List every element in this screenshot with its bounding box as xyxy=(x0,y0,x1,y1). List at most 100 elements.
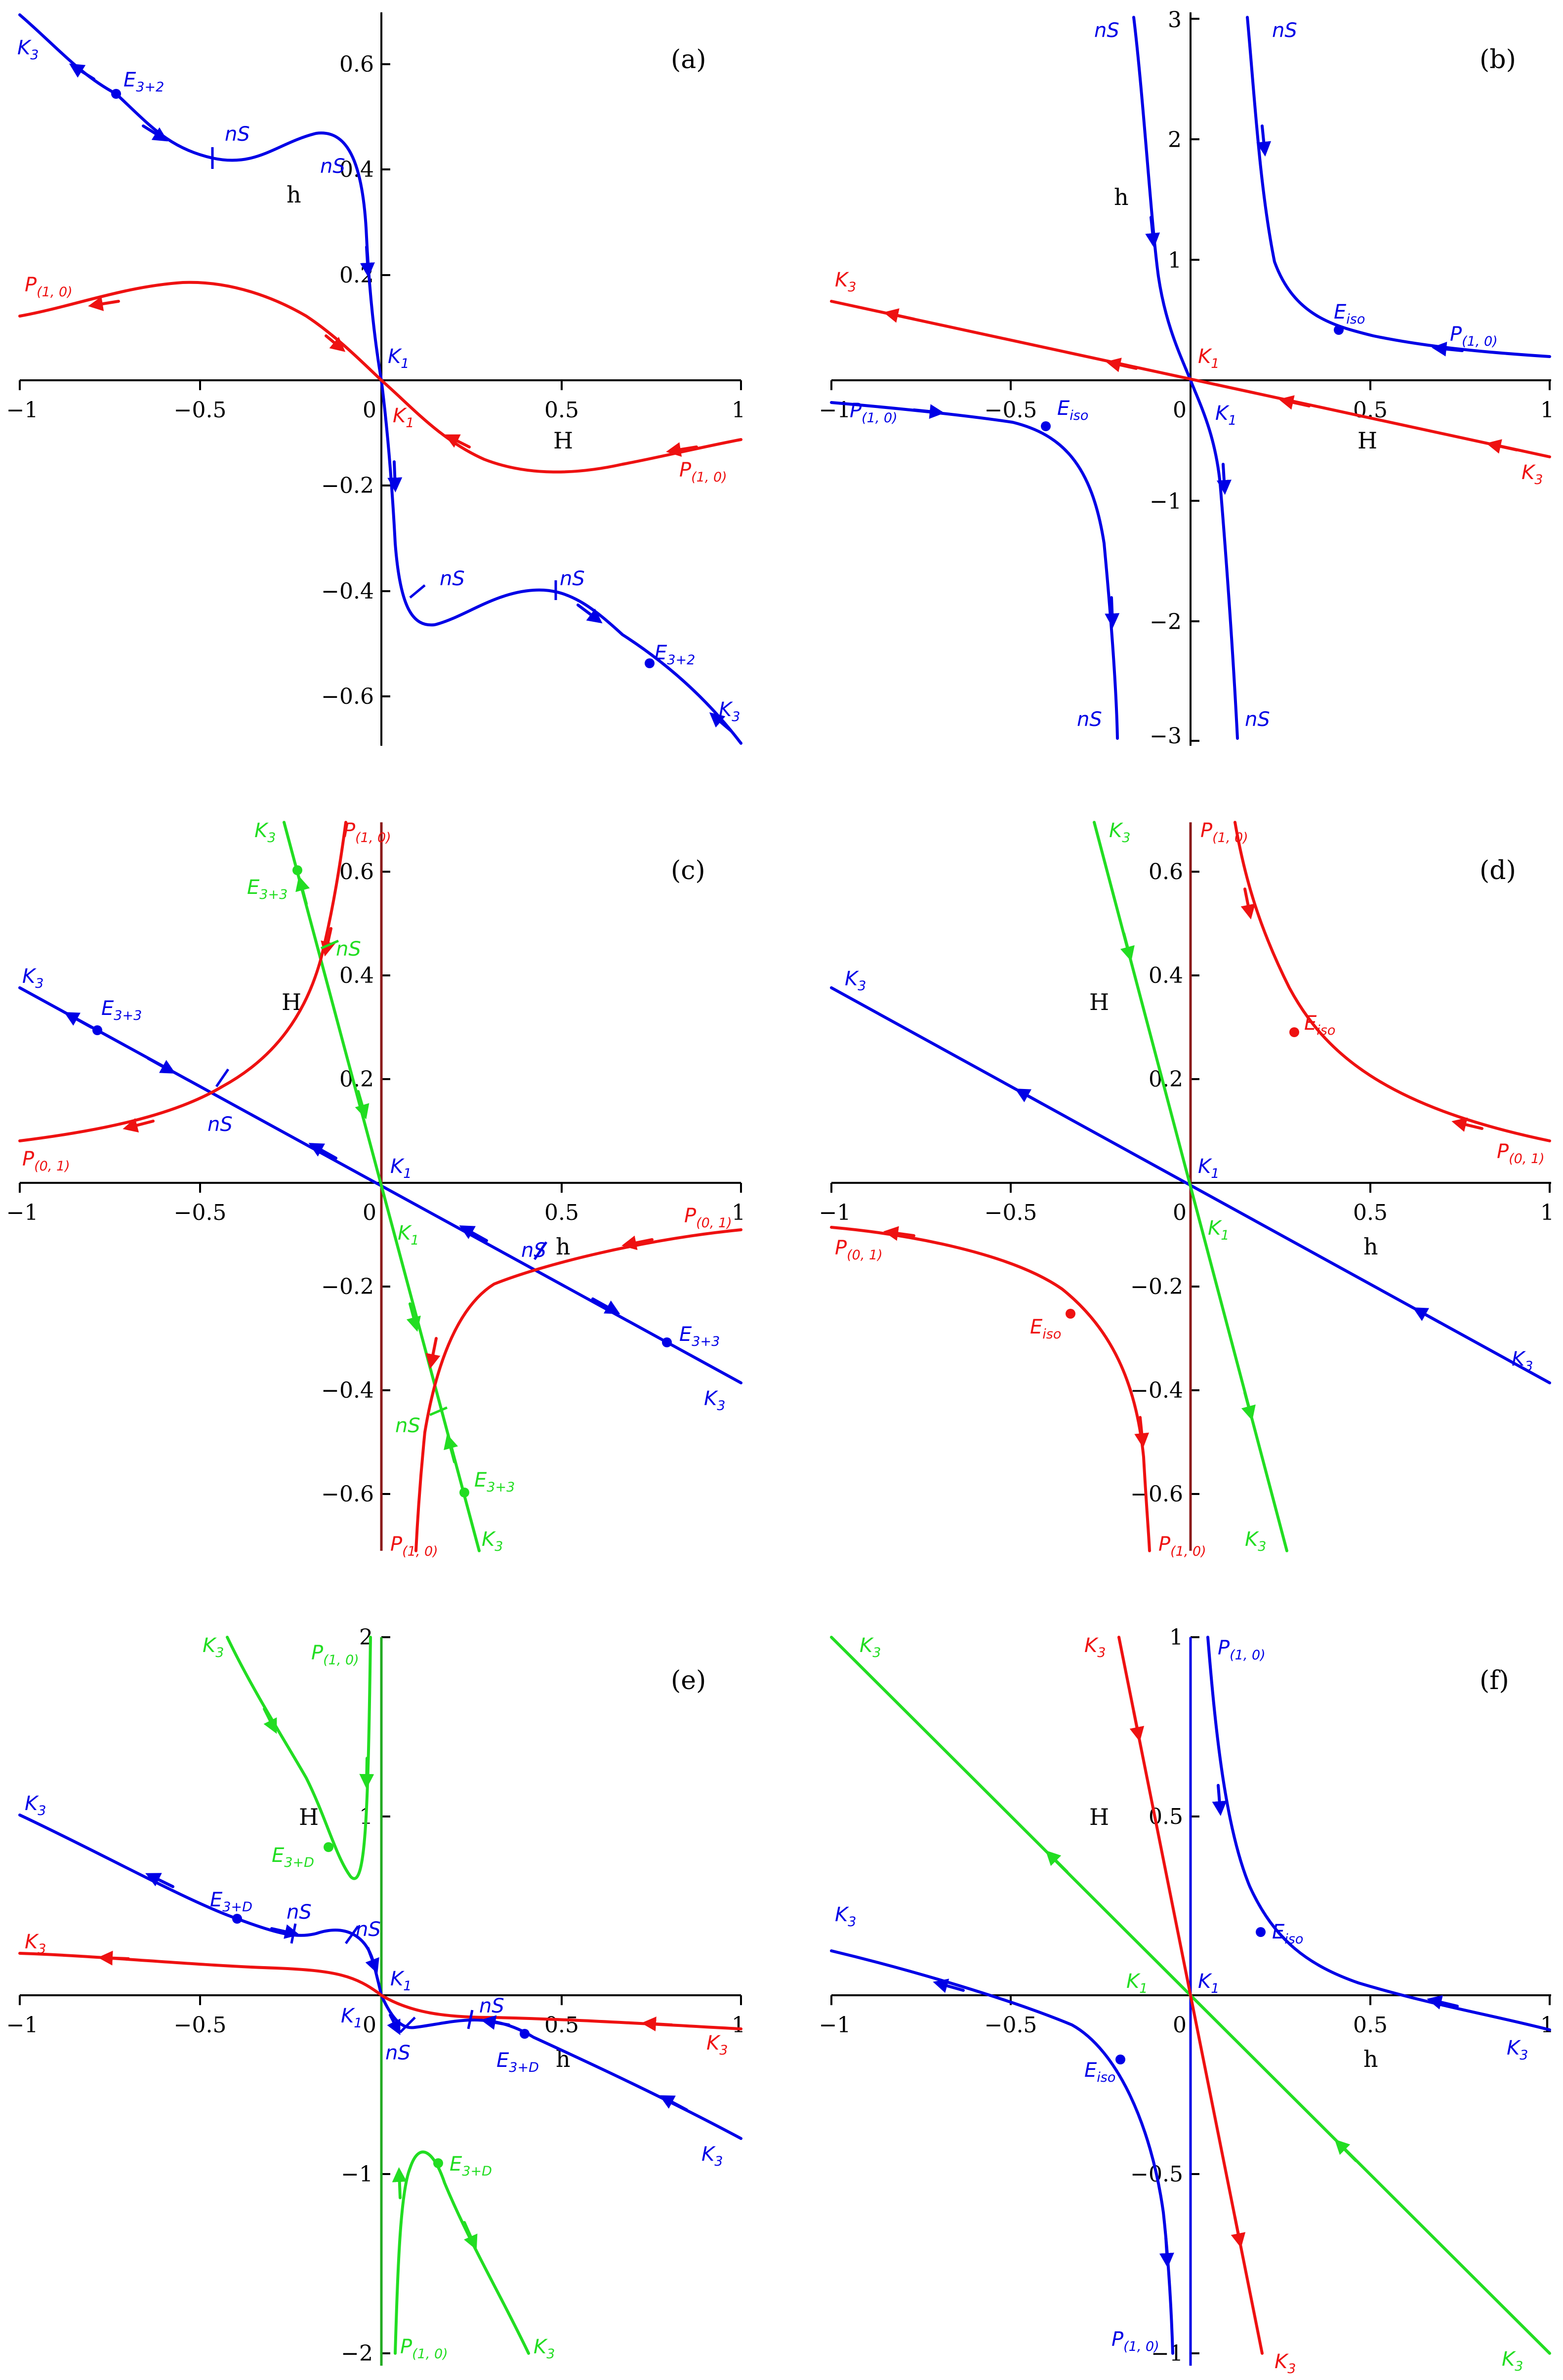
equilibrium-point xyxy=(111,89,121,99)
panel-c-curves xyxy=(18,821,742,1552)
equilibrium-point xyxy=(1115,2055,1125,2064)
annotation-label: P(1, 0) xyxy=(1200,819,1248,846)
ns-marker xyxy=(409,584,426,599)
arrow-icon xyxy=(709,712,733,732)
annotation-label: K1 xyxy=(1215,402,1236,428)
annotation-label: K3 xyxy=(701,2143,723,2169)
arrow-icon xyxy=(463,2221,478,2250)
panel-a-label: (a) xyxy=(671,45,706,75)
trajectory-curve xyxy=(380,379,742,474)
ns-marker xyxy=(215,1068,230,1088)
equilibrium-point xyxy=(662,1337,672,1347)
annotation-label: K3 xyxy=(482,1528,503,1554)
annotation-label: P(1, 0) xyxy=(311,1642,359,1668)
panel-a-curves xyxy=(18,13,742,745)
panel-d-ytick: 0.6 xyxy=(1149,859,1183,885)
equilibrium-point xyxy=(1289,1027,1299,1037)
panel-c-xtick: 0 xyxy=(363,1200,376,1225)
annotation-label: K3 xyxy=(1507,2037,1528,2063)
annotation-label: K3 xyxy=(719,698,740,725)
panel-e-xtick: 0 xyxy=(363,2013,376,2038)
arrow-icon xyxy=(425,1337,441,1369)
panel-c: −1 −0.5 0 0.5 1 0.6 0.4 0.2 −0.2 −0.4 −0… xyxy=(6,819,745,1559)
arrow-icon xyxy=(1105,596,1120,628)
annotation-label: nS xyxy=(395,1414,420,1437)
annotation-label: K1 xyxy=(390,1155,411,1181)
annotation-label: nS xyxy=(207,1113,233,1136)
panel-f-ytick: −1 xyxy=(1151,2341,1183,2366)
panel-d: −1 −0.5 0 0.5 1 0.6 0.4 0.2 −0.2 −0.4 −0… xyxy=(819,819,1554,1559)
annotation-label: K3 xyxy=(845,968,866,994)
annotation-label: K3 xyxy=(22,965,43,991)
annotation-label: P(0, 1) xyxy=(684,1205,732,1231)
panel-b-label: (b) xyxy=(1480,45,1516,75)
annotation-label: P(1, 0) xyxy=(850,400,898,426)
annotation-label: K3 xyxy=(1275,2350,1296,2377)
arrow-icon xyxy=(1278,395,1311,410)
trajectory-curve xyxy=(18,1814,383,1997)
panel-b-ytick: 3 xyxy=(1168,7,1182,33)
arrow-icon xyxy=(360,245,375,278)
arrow-icon xyxy=(1256,124,1272,157)
equilibrium-point xyxy=(1066,1309,1075,1319)
arrow-icon xyxy=(1432,341,1464,357)
panel-e-ticks: −1 −0.5 0 0.5 1 2 1 −1 −2 xyxy=(6,1625,745,2366)
panel-a-ytick: −0.2 xyxy=(321,473,374,498)
panel-c-xtick: −1 xyxy=(6,1200,39,1225)
panel-e: −1 −0.5 0 0.5 1 2 1 −1 −2 (e) h H xyxy=(6,1625,745,2366)
panel-a: −1 −0.5 0 0.5 1 0.6 0.4 0.2 −0.2 −0.4 −0… xyxy=(6,12,745,746)
ns-marker xyxy=(467,2010,474,2029)
annotation-label: K3 xyxy=(25,1792,46,1818)
arrow-icon xyxy=(591,1297,620,1314)
arrow-icon xyxy=(1106,358,1138,372)
arrow-icon xyxy=(295,876,310,905)
equilibrium-point xyxy=(1334,325,1344,335)
panel-f-xtick: −0.5 xyxy=(985,2013,1037,2038)
annotation-label: nS xyxy=(287,1901,312,1924)
panel-e-xtick: −0.5 xyxy=(174,2013,227,2038)
arrow-icon xyxy=(1212,1784,1227,1816)
annotation-label: Eiso xyxy=(1272,1921,1303,1947)
panel-f-x-name: h xyxy=(1363,2046,1378,2072)
panel-c-ytick: 0.6 xyxy=(339,859,374,885)
panel-b-ytick: 1 xyxy=(1168,248,1182,273)
arrow-icon xyxy=(406,1302,421,1332)
arrow-icon xyxy=(444,1434,458,1463)
arrow-icon xyxy=(576,604,603,624)
annotation-label: nS xyxy=(479,1995,504,2017)
panel-b-ytick: 2 xyxy=(1168,127,1182,153)
arrow-icon xyxy=(1240,887,1256,920)
panel-e-label: (e) xyxy=(671,1666,706,1695)
arrow-icon xyxy=(883,1226,915,1241)
annotation-label: K3 xyxy=(1502,2348,1523,2374)
arrow-icon xyxy=(1134,1416,1150,1448)
arrow-icon xyxy=(1451,1117,1483,1132)
arrow-icon xyxy=(1045,1850,1069,1873)
arrow-icon xyxy=(263,1707,277,1734)
arrow-icon xyxy=(365,1947,379,1974)
panel-c-ytick: −0.6 xyxy=(321,1482,374,1507)
panel-e-y-name: H xyxy=(299,1804,319,1830)
annotation-label: K3 xyxy=(203,1634,224,1660)
annotation-label: K3 xyxy=(1522,461,1543,487)
annotation-label: Eiso xyxy=(1334,301,1365,327)
panel-d-ticks: −1 −0.5 0 0.5 1 0.6 0.4 0.2 −0.2 −0.4 −0… xyxy=(819,859,1554,1507)
ns-marker xyxy=(321,939,339,950)
annotation-label: K3 xyxy=(1512,1348,1533,1374)
arrow-icon xyxy=(659,2095,688,2111)
annotation-label: E3+D xyxy=(272,1844,314,1870)
panel-a-xtick: −0.5 xyxy=(174,398,227,423)
annotation-label: K1 xyxy=(1198,1970,1219,1996)
arrow-icon xyxy=(459,1225,488,1242)
annotation-label: nS xyxy=(385,2042,411,2064)
annotation-label: K1 xyxy=(1198,1155,1219,1181)
annotation-label: K3 xyxy=(534,2336,555,2362)
panel-c-ytick: −0.4 xyxy=(321,1378,374,1403)
equilibrium-point xyxy=(292,865,302,875)
trajectory-curve xyxy=(283,821,481,1552)
equilibrium-point xyxy=(433,2158,443,2168)
panel-d-label: (d) xyxy=(1480,856,1516,886)
arrow-icon xyxy=(1231,2216,1246,2248)
panel-d-xtick: −0.5 xyxy=(985,1200,1037,1225)
trajectory-curve xyxy=(226,1636,372,1880)
